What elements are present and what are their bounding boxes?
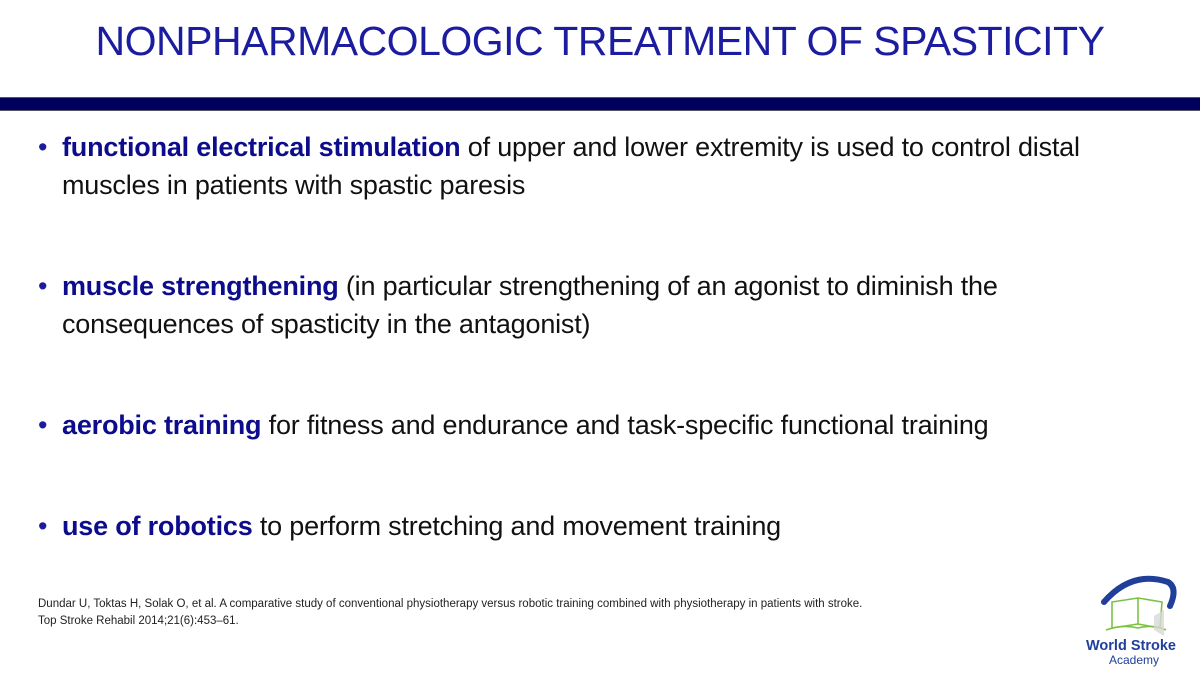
bullet-list: • functional electrical stimulation of up… <box>38 128 1158 545</box>
bullet-item: • aerobic training for fitness and endura… <box>38 406 1158 444</box>
bullet-term: use of robotics <box>62 511 253 541</box>
bullet-text: for fitness and endurance and task-speci… <box>261 410 989 440</box>
world-stroke-academy-logo: World Stroke Academy <box>1082 572 1198 672</box>
bullet-icon: • <box>38 271 48 301</box>
slide-title: NONPHARMACOLOGIC TREATMENT OF SPASTICITY <box>95 18 1105 64</box>
reference-citation: Dundar U, Toktas H, Solak O, et al. A co… <box>38 596 862 630</box>
bullet-icon: • <box>38 511 48 541</box>
logo-text-line2: Academy <box>1109 653 1159 667</box>
bullet-item: • functional electrical stimulation of up… <box>38 128 1158 204</box>
title-divider-bar <box>0 97 1200 111</box>
bullet-icon: • <box>38 132 48 162</box>
bullet-item: • muscle strengthening (in particular str… <box>38 267 1158 343</box>
logo-text-line1: World Stroke <box>1086 638 1176 654</box>
reference-line: Dundar U, Toktas H, Solak O, et al. A co… <box>38 598 863 610</box>
bullet-term: functional electrical stimulation <box>62 132 461 162</box>
bullet-text: of upper and lower extremity is used to … <box>62 132 1080 200</box>
logo-graphic-icon: World Stroke Academy <box>1086 575 1177 667</box>
reference-line: Top Stroke Rehabil 2014;21(6):453–61. <box>38 615 239 627</box>
bullet-text: to perform stretching and movement train… <box>252 511 781 541</box>
bullet-icon: • <box>38 410 48 440</box>
bullet-item: • use of robotics to perform stretching a… <box>38 507 1158 545</box>
bullet-text: (in particular strengthening of an agoni… <box>62 271 998 339</box>
bullet-term: aerobic training <box>62 410 262 440</box>
bullet-term: muscle strengthening <box>62 271 339 301</box>
